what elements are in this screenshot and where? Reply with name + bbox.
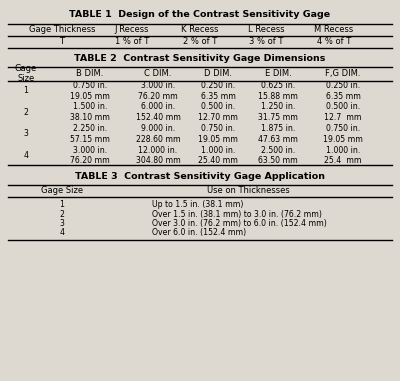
Text: 4: 4 — [60, 228, 64, 237]
Text: 3: 3 — [60, 219, 64, 228]
Text: 1: 1 — [60, 200, 64, 210]
Text: Up to 1.5 in. (38.1 mm): Up to 1.5 in. (38.1 mm) — [152, 200, 243, 210]
Text: F,G DIM.: F,G DIM. — [326, 69, 361, 78]
Text: Gage
Size: Gage Size — [15, 64, 37, 83]
Text: 1.000 in.
25.40 mm: 1.000 in. 25.40 mm — [198, 146, 238, 165]
Text: J Recess: J Recess — [115, 25, 149, 34]
Text: 2: 2 — [24, 107, 28, 117]
Text: 1.500 in.
38.10 mm: 1.500 in. 38.10 mm — [70, 102, 110, 122]
Text: 3 % of T: 3 % of T — [249, 37, 283, 46]
Text: 1 % of T: 1 % of T — [115, 37, 149, 46]
Text: TABLE 2  Contrast Sensitivity Gage Dimensions: TABLE 2 Contrast Sensitivity Gage Dimens… — [74, 54, 326, 63]
Text: 4 % of T: 4 % of T — [317, 37, 351, 46]
Text: 0.625 in.
15.88 mm: 0.625 in. 15.88 mm — [258, 81, 298, 101]
Text: 0.750 in.
19.05 mm: 0.750 in. 19.05 mm — [198, 124, 238, 144]
Text: 9.000 in.
228.60 mm: 9.000 in. 228.60 mm — [136, 124, 180, 144]
Text: Over 6.0 in. (152.4 mm): Over 6.0 in. (152.4 mm) — [152, 228, 246, 237]
Text: B DIM.: B DIM. — [76, 69, 104, 78]
Text: D DIM.: D DIM. — [204, 69, 232, 78]
Text: TABLE 3  Contrast Sensitivity Gage Application: TABLE 3 Contrast Sensitivity Gage Applic… — [75, 172, 325, 181]
Text: E DIM.: E DIM. — [265, 69, 291, 78]
Text: T: T — [60, 37, 64, 46]
Text: 4: 4 — [24, 151, 28, 160]
Text: K Recess: K Recess — [181, 25, 219, 34]
Text: 0.250 in.
6.35 mm: 0.250 in. 6.35 mm — [326, 81, 361, 101]
Text: 3.000 in.
76.20 mm: 3.000 in. 76.20 mm — [70, 146, 110, 165]
Text: 0.750 in.
19.05 mm: 0.750 in. 19.05 mm — [323, 124, 363, 144]
Text: TABLE 1  Design of the Contrast Sensitivity Gage: TABLE 1 Design of the Contrast Sensitivi… — [70, 10, 330, 19]
Text: 0.750 in.
19.05 mm: 0.750 in. 19.05 mm — [70, 81, 110, 101]
Text: Gage Thickness: Gage Thickness — [29, 25, 95, 34]
Text: 2.500 in.
63.50 mm: 2.500 in. 63.50 mm — [258, 146, 298, 165]
Text: C DIM.: C DIM. — [144, 69, 172, 78]
Text: 1: 1 — [24, 86, 28, 95]
Text: 0.500 in.
12.7  mm: 0.500 in. 12.7 mm — [324, 102, 362, 122]
Text: Over 1.5 in. (38.1 mm) to 3.0 in. (76.2 mm): Over 1.5 in. (38.1 mm) to 3.0 in. (76.2 … — [152, 210, 322, 219]
Text: 1.000 in.
25.4  mm: 1.000 in. 25.4 mm — [324, 146, 362, 165]
Text: 2: 2 — [60, 210, 64, 219]
Text: Over 3.0 in. (76.2 mm) to 6.0 in. (152.4 mm): Over 3.0 in. (76.2 mm) to 6.0 in. (152.4… — [152, 219, 327, 228]
Text: 12.000 in.
304.80 mm: 12.000 in. 304.80 mm — [136, 146, 180, 165]
Text: 2 % of T: 2 % of T — [183, 37, 217, 46]
Text: 0.250 in.
6.35 mm: 0.250 in. 6.35 mm — [200, 81, 236, 101]
Text: 2.250 in.
57.15 mm: 2.250 in. 57.15 mm — [70, 124, 110, 144]
Text: Use on Thicknesses: Use on Thicknesses — [207, 186, 289, 195]
Text: 3: 3 — [24, 129, 28, 138]
Text: Gage Size: Gage Size — [41, 186, 83, 195]
Text: L Recess: L Recess — [248, 25, 284, 34]
Text: 1.250 in.
31.75 mm: 1.250 in. 31.75 mm — [258, 102, 298, 122]
Text: M Recess: M Recess — [314, 25, 354, 34]
Text: 1.875 in.
47.63 mm: 1.875 in. 47.63 mm — [258, 124, 298, 144]
Text: 0.500 in.
12.70 mm: 0.500 in. 12.70 mm — [198, 102, 238, 122]
Text: 6.000 in.
152.40 mm: 6.000 in. 152.40 mm — [136, 102, 180, 122]
Text: 3.000 in.
76.20 mm: 3.000 in. 76.20 mm — [138, 81, 178, 101]
